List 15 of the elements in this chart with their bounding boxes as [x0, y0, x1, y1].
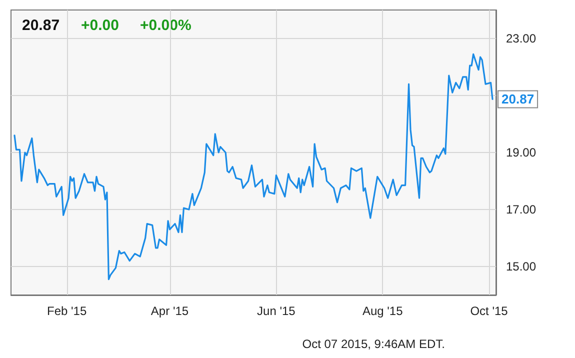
- text: Oct 07 2015, 9:46AM EDT.: [302, 337, 446, 351]
- x-tick-label: Aug '15: [362, 304, 404, 318]
- y-tick-label: 17.00: [506, 202, 536, 216]
- line-series: [14, 53, 494, 280]
- y-tick-label: 19.00: [506, 146, 536, 160]
- annotation: +0.00%: [140, 17, 192, 34]
- annotation: 20.87: [22, 17, 60, 34]
- x-tick-label: Jun '15: [257, 304, 296, 318]
- y-tick-label: 15.00: [506, 260, 536, 274]
- y-tick-label: 23.00: [506, 32, 536, 46]
- x-tick-label: Apr '15: [150, 304, 189, 318]
- annotation: 20.87: [502, 92, 534, 107]
- x-tick-label: Oct '15: [470, 304, 508, 318]
- annotation: +0.00: [81, 17, 119, 34]
- x-tick-label: Feb '15: [47, 304, 87, 318]
